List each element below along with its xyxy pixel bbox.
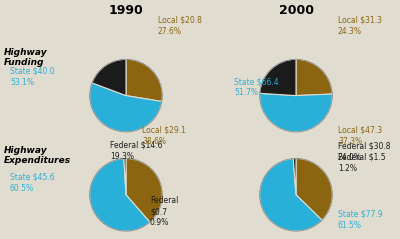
- Text: Local $47.3
37.3%: Local $47.3 37.3%: [338, 125, 382, 146]
- Wedge shape: [90, 83, 162, 132]
- Text: 2000: 2000: [278, 4, 314, 16]
- Text: Federal
$0.7
0.9%: Federal $0.7 0.9%: [150, 196, 178, 227]
- Wedge shape: [260, 158, 322, 231]
- Text: 1990: 1990: [109, 4, 143, 16]
- Text: Federal $30.8
24.0%: Federal $30.8 24.0%: [338, 142, 390, 162]
- Wedge shape: [260, 59, 296, 96]
- Text: Federal $14.6
19.3%: Federal $14.6 19.3%: [110, 141, 162, 161]
- Wedge shape: [124, 158, 126, 195]
- Wedge shape: [296, 158, 332, 220]
- Text: State $40.0
53.1%: State $40.0 53.1%: [10, 66, 55, 87]
- Text: Federal $1.5
1.2%: Federal $1.5 1.2%: [338, 152, 386, 173]
- Wedge shape: [293, 158, 296, 195]
- Wedge shape: [126, 158, 162, 222]
- Text: Local $31.3
24.3%: Local $31.3 24.3%: [338, 16, 382, 36]
- Text: State $45.6
60.5%: State $45.6 60.5%: [10, 173, 55, 193]
- Wedge shape: [296, 59, 332, 96]
- Text: Highway
Expenditures: Highway Expenditures: [4, 146, 71, 165]
- Text: State $77.9
61.5%: State $77.9 61.5%: [338, 210, 383, 230]
- Text: Local $29.1
38.6%: Local $29.1 38.6%: [142, 125, 186, 146]
- Text: Local $20.8
27.6%: Local $20.8 27.6%: [158, 16, 202, 36]
- Wedge shape: [92, 59, 126, 96]
- Wedge shape: [260, 93, 332, 132]
- Wedge shape: [90, 158, 150, 231]
- Wedge shape: [126, 59, 162, 102]
- Text: Highway
Funding: Highway Funding: [4, 48, 48, 67]
- Text: State $66.4
51.7%: State $66.4 51.7%: [234, 77, 279, 97]
